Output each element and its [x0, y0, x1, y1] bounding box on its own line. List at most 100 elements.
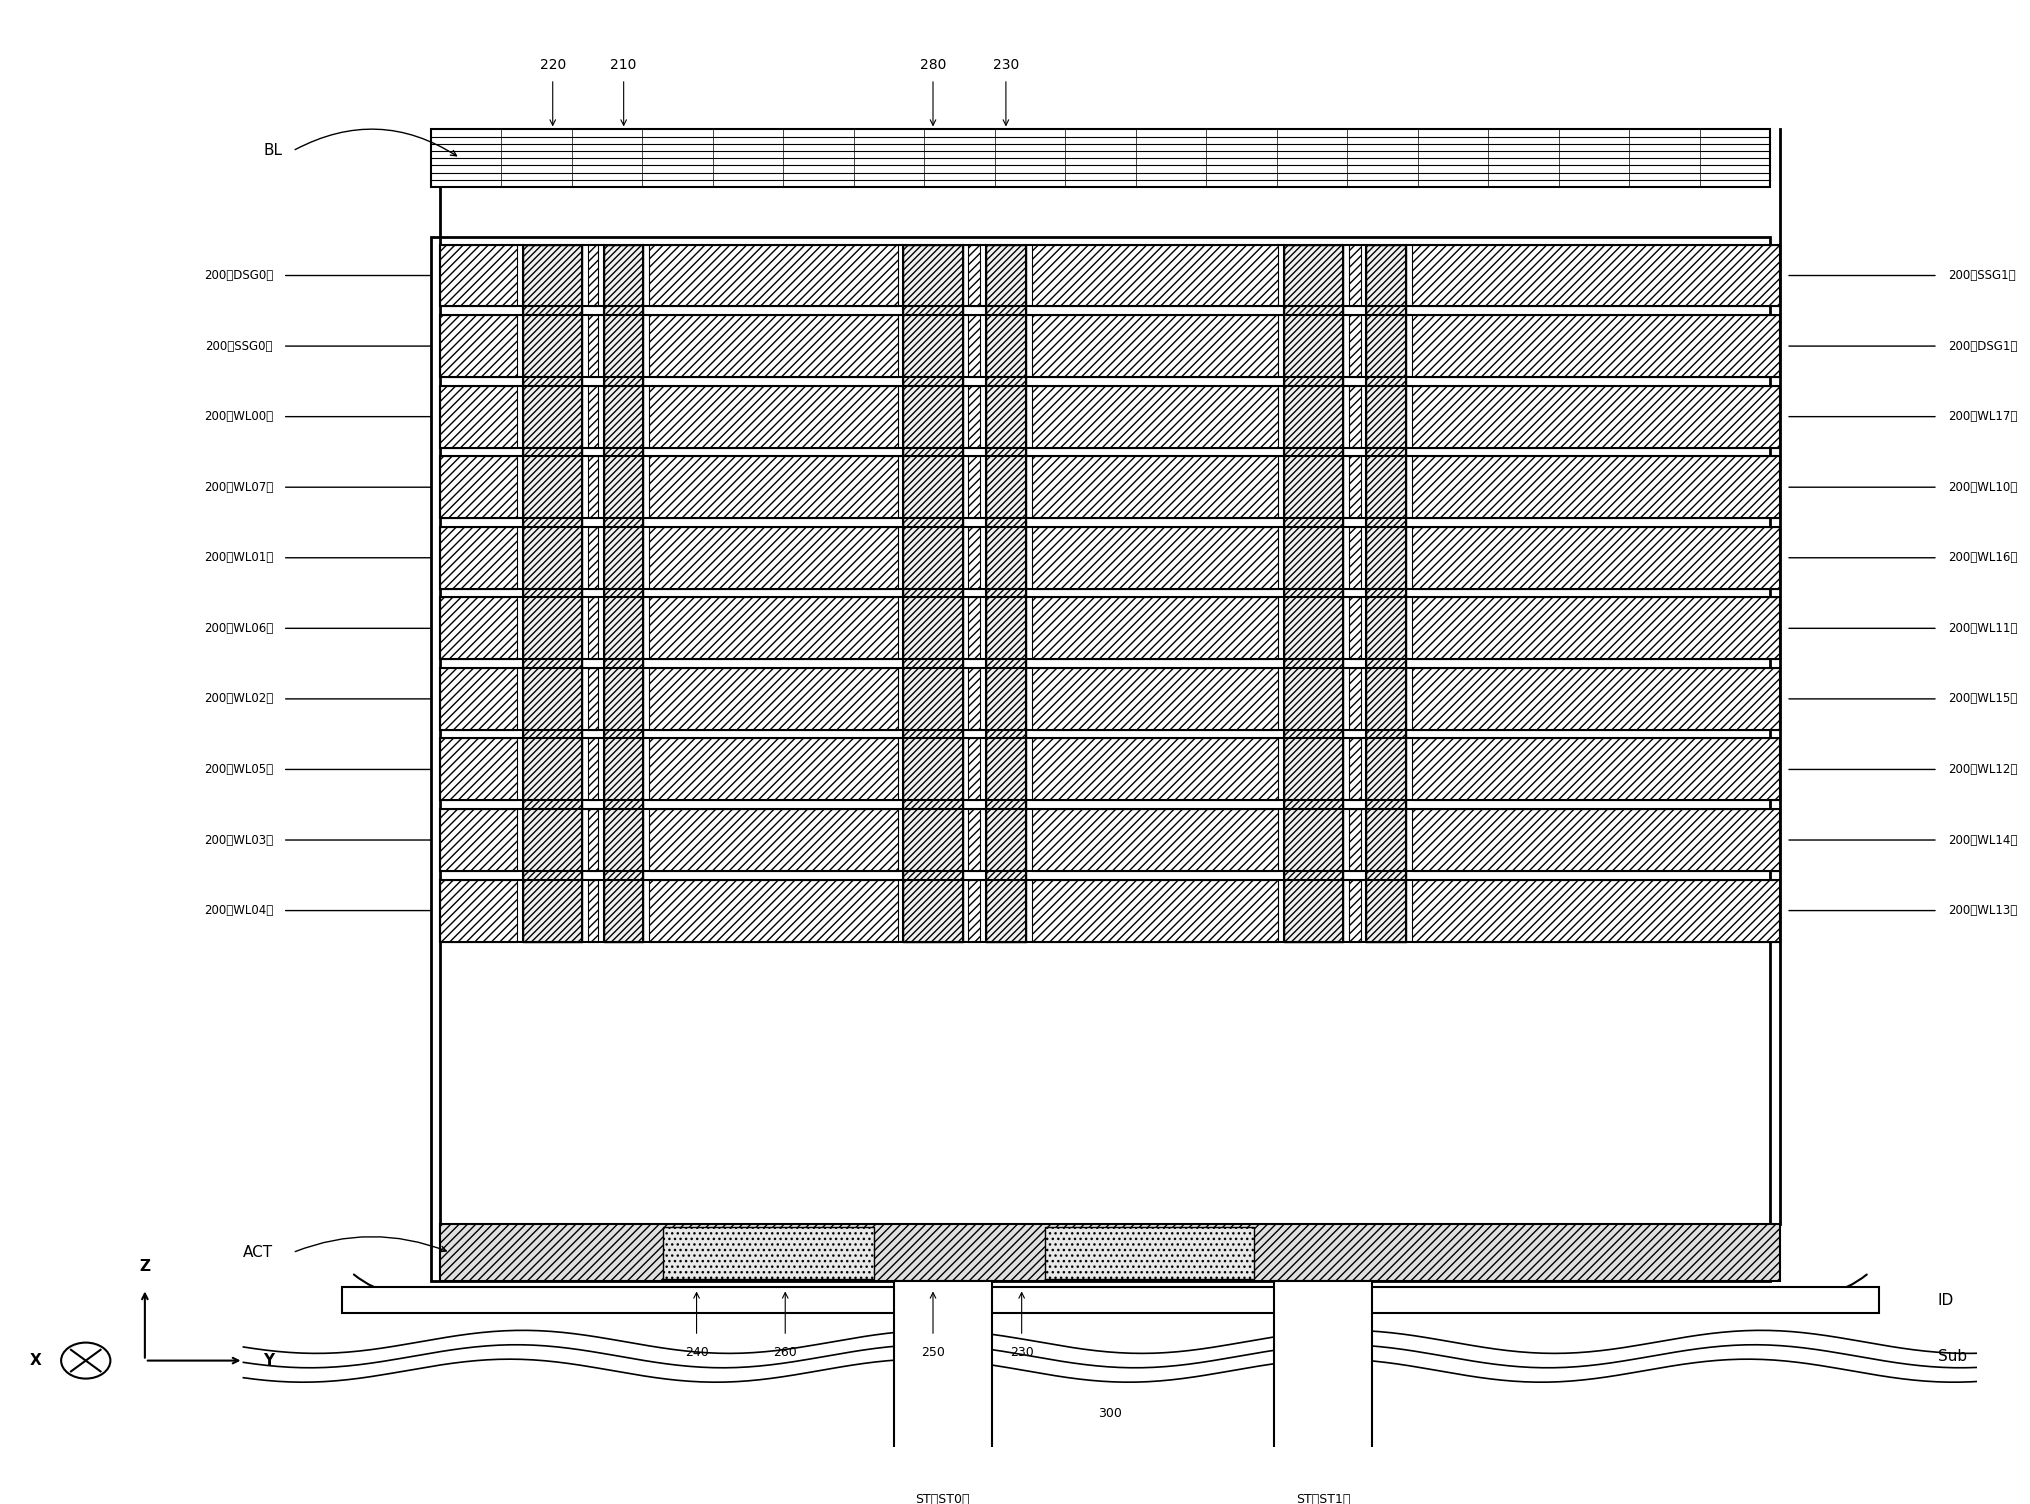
Bar [968, 526, 980, 588]
Text: 240: 240 [684, 1346, 708, 1360]
Text: 200（WL15）: 200（WL15） [1947, 692, 2018, 705]
Bar [441, 880, 518, 942]
Bar [893, 1281, 993, 1457]
Text: 250: 250 [922, 1346, 944, 1360]
Bar [441, 597, 1780, 659]
Bar [968, 880, 980, 942]
Text: ACT: ACT [244, 1245, 272, 1260]
Bar [589, 385, 599, 448]
Bar [1411, 456, 1780, 519]
Bar [650, 456, 897, 519]
Text: 200（WL00）: 200（WL00） [203, 411, 272, 423]
Text: 200（WL01）: 200（WL01） [203, 552, 272, 564]
Bar [650, 809, 897, 871]
Text: 200（WL13）: 200（WL13） [1947, 904, 2018, 917]
Text: Z: Z [140, 1259, 150, 1274]
Bar [968, 385, 980, 448]
Bar [524, 245, 583, 942]
Bar [1348, 316, 1360, 378]
Text: BL: BL [264, 143, 282, 158]
Bar [1031, 245, 1277, 307]
Text: X: X [30, 1354, 41, 1369]
Bar [1411, 385, 1780, 448]
Text: 200（WL07）: 200（WL07） [203, 481, 272, 493]
Text: 280: 280 [920, 57, 946, 72]
Bar [1411, 597, 1780, 659]
Text: Y: Y [264, 1354, 274, 1369]
Bar [1031, 385, 1277, 448]
Bar [589, 456, 599, 519]
Text: 200（WL17）: 200（WL17） [1947, 411, 2018, 423]
Bar [1348, 738, 1360, 800]
Text: 200（WL12）: 200（WL12） [1947, 763, 2018, 776]
Bar [441, 245, 518, 307]
Bar [441, 668, 518, 729]
Bar [441, 738, 1780, 800]
Bar [441, 316, 1780, 378]
Bar [589, 668, 599, 729]
Bar [430, 129, 1770, 186]
Bar [430, 238, 1770, 1281]
Bar [1031, 738, 1277, 800]
Bar [589, 316, 599, 378]
Bar [1411, 880, 1780, 942]
Bar [441, 456, 1780, 519]
Bar [968, 809, 980, 871]
Text: 230: 230 [1009, 1346, 1033, 1360]
Text: ID: ID [1939, 1292, 1955, 1307]
Bar [441, 456, 518, 519]
Bar [650, 526, 897, 588]
Bar [441, 385, 518, 448]
Bar [1283, 245, 1342, 942]
Bar [1411, 316, 1780, 378]
Bar [589, 597, 599, 659]
Text: 200（WL11）: 200（WL11） [1947, 621, 2018, 635]
Bar [589, 809, 599, 871]
Text: Sub: Sub [1939, 1349, 1967, 1364]
Text: 200（WL03）: 200（WL03） [203, 833, 272, 847]
Text: 200（WL04）: 200（WL04） [203, 904, 272, 917]
Text: 210: 210 [611, 57, 637, 72]
Bar [1031, 597, 1277, 659]
Bar [441, 526, 518, 588]
Text: 200（SSG1）: 200（SSG1） [1947, 269, 2016, 283]
Text: 260: 260 [773, 1346, 798, 1360]
Bar [1366, 245, 1407, 942]
Bar [650, 245, 897, 307]
Bar [1348, 597, 1360, 659]
Bar [1348, 385, 1360, 448]
Bar [650, 597, 897, 659]
Bar [1275, 1281, 1372, 1457]
Bar [589, 880, 599, 942]
Text: 200（WL02）: 200（WL02） [203, 692, 272, 705]
Bar [441, 668, 1780, 729]
Text: ST（ST1）: ST（ST1） [1295, 1493, 1350, 1504]
Bar [1411, 809, 1780, 871]
Bar [1348, 809, 1360, 871]
Bar [441, 1224, 1780, 1281]
Bar [1031, 809, 1277, 871]
Text: 200（SSG0）: 200（SSG0） [205, 340, 272, 352]
Bar [903, 245, 962, 942]
Bar [1031, 880, 1277, 942]
Bar [589, 738, 599, 800]
Bar [1031, 668, 1277, 729]
Bar [650, 668, 897, 729]
Text: 230: 230 [993, 57, 1019, 72]
Bar [441, 597, 518, 659]
Bar [650, 880, 897, 942]
Bar [441, 880, 1780, 942]
Bar [441, 316, 518, 378]
Bar [1348, 668, 1360, 729]
Bar [968, 456, 980, 519]
Text: 220: 220 [540, 57, 566, 72]
Bar [1348, 456, 1360, 519]
Bar [1031, 316, 1277, 378]
Bar [968, 316, 980, 378]
Text: 200（WL14）: 200（WL14） [1947, 833, 2018, 847]
Bar [664, 1227, 873, 1278]
Bar [1411, 245, 1780, 307]
Bar [605, 245, 644, 942]
Bar [441, 809, 518, 871]
Text: 200（DSG0）: 200（DSG0） [203, 269, 272, 283]
